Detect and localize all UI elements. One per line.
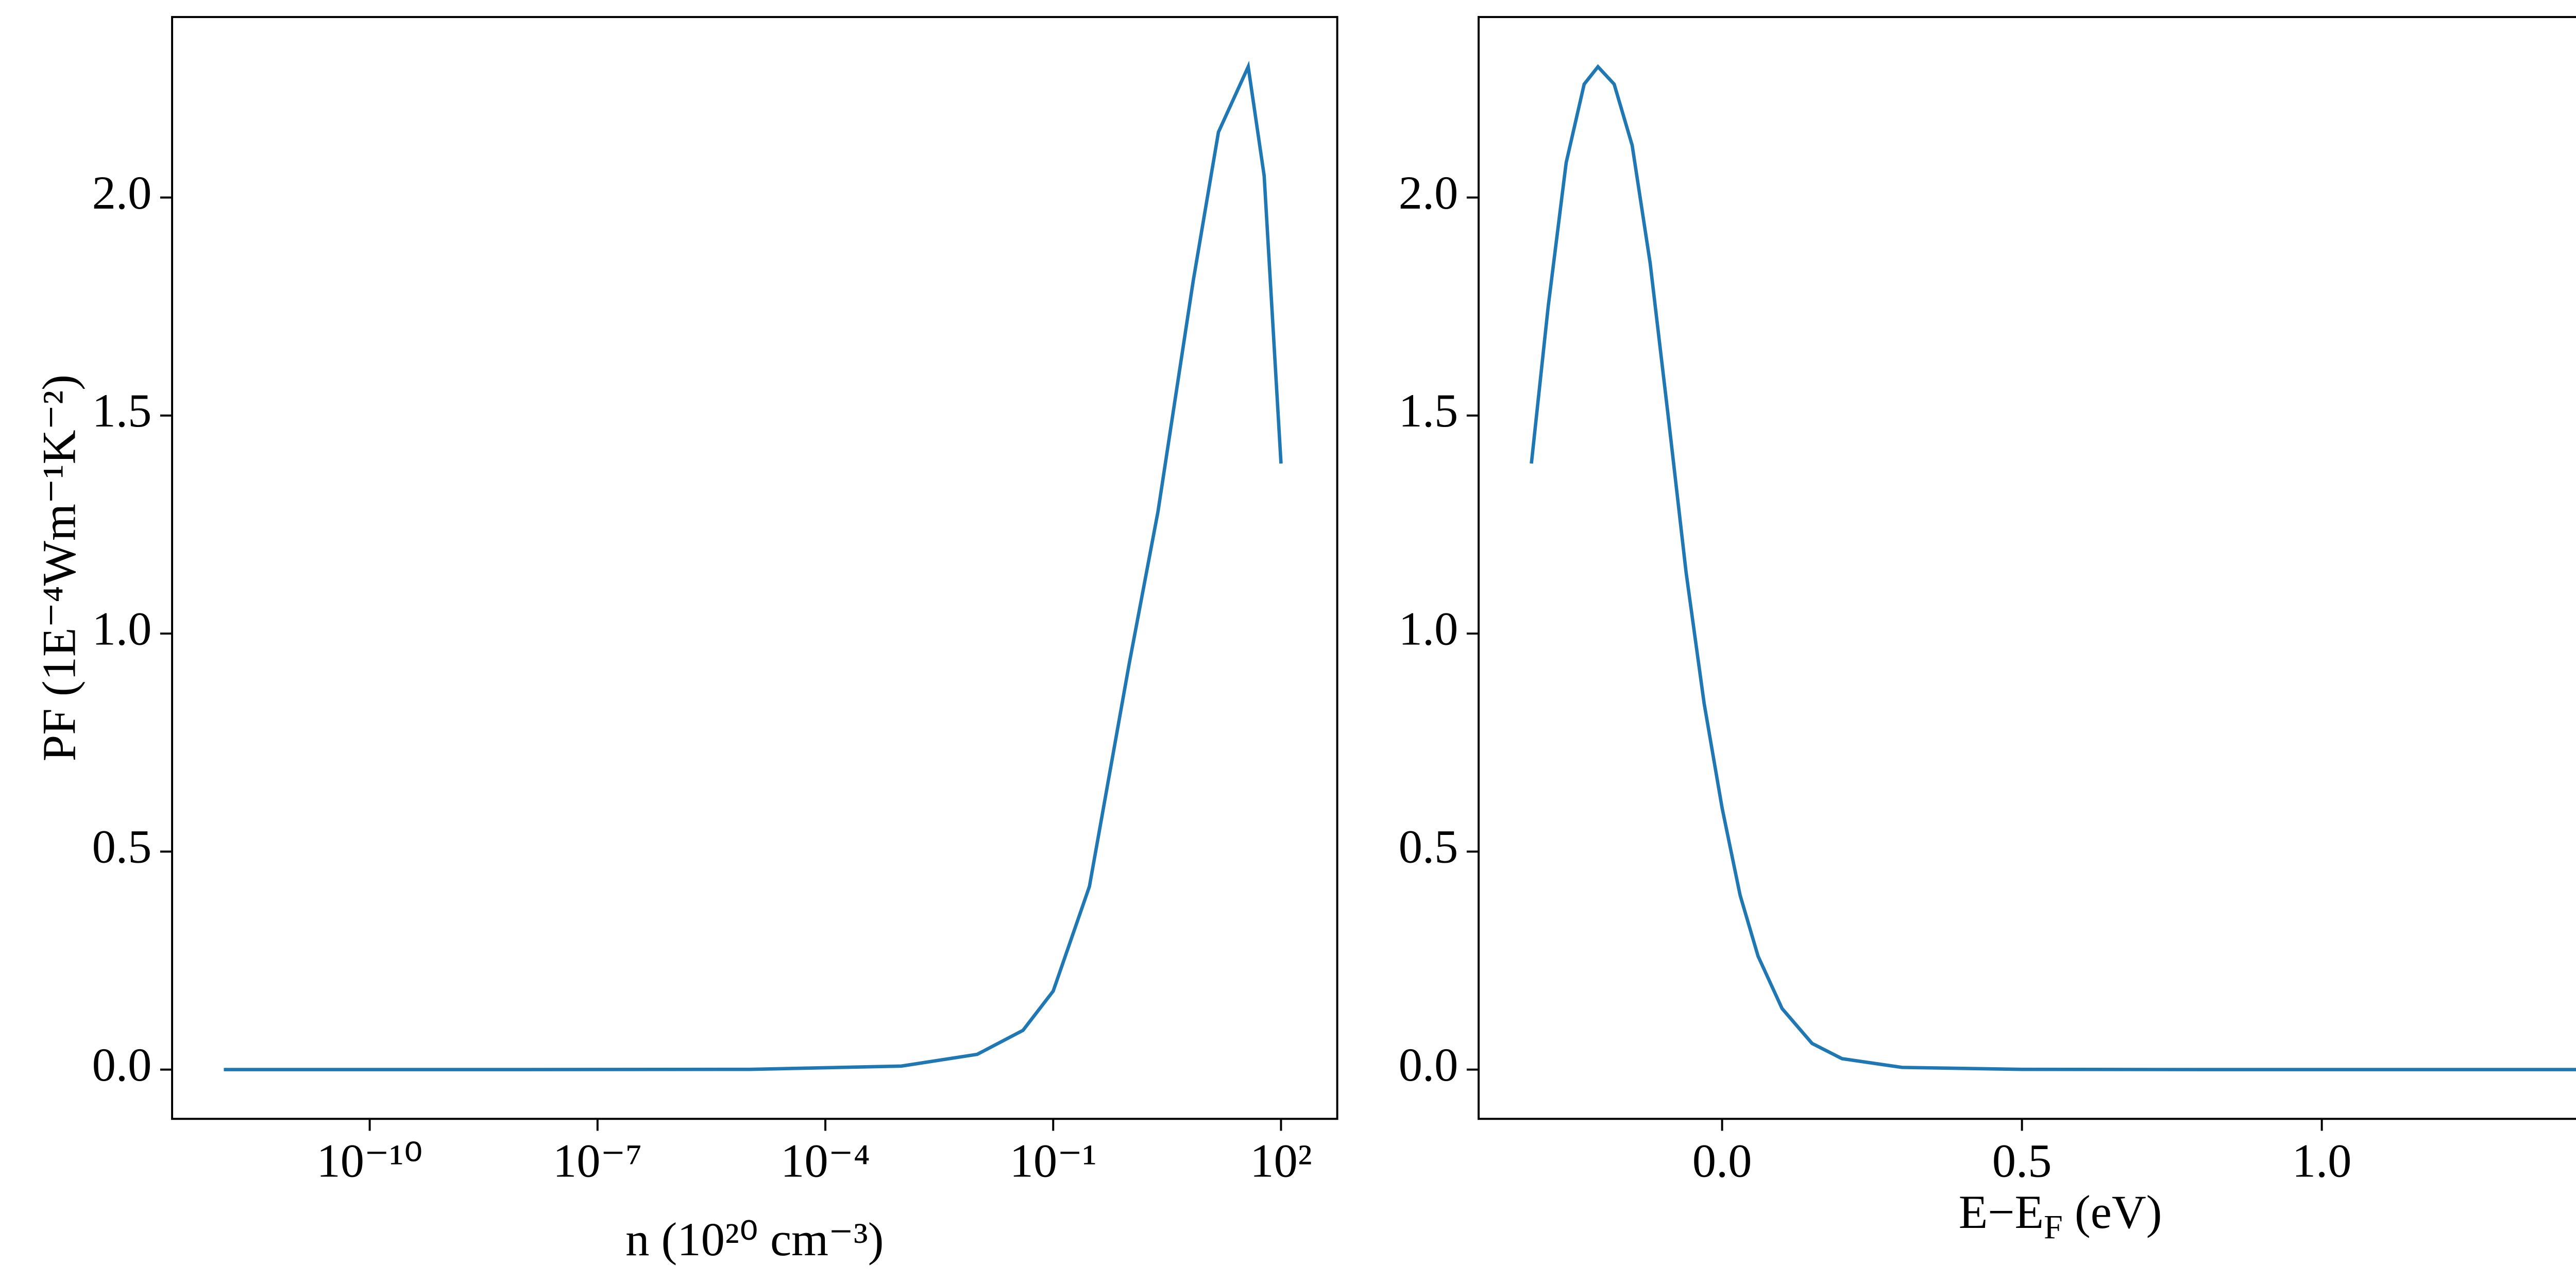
y-tick-label: 0.0: [92, 1039, 152, 1091]
x-axis-label-part: F: [2044, 1208, 2063, 1246]
data-line: [224, 60, 1283, 1071]
y-tick-label: 1.0: [92, 603, 152, 655]
y-tick-label: 2.0: [92, 167, 152, 219]
x-tick-label: 10⁻¹: [1010, 1135, 1097, 1188]
y-tick-label: 1.5: [1399, 385, 1459, 437]
y-tick-label: 0.5: [1399, 821, 1459, 874]
y-tick-label: 1.5: [92, 385, 152, 437]
plot-frame: [1478, 16, 2576, 1120]
x-tick-label: 10⁻¹⁰: [316, 1135, 422, 1188]
x-tick-label: 1.0: [2292, 1135, 2352, 1188]
y-tick-label: 0.0: [1399, 1039, 1459, 1091]
data-line: [1530, 64, 2576, 1071]
plot-frame: [171, 16, 1338, 1120]
x-tick-label: 10⁻⁴: [781, 1135, 870, 1188]
x-axis-label-part: (eV): [2063, 1186, 2162, 1239]
x-axis-label-part: E−E: [1959, 1186, 2044, 1239]
x-tick-label: 10²: [1250, 1135, 1312, 1188]
y-tick-label: 2.0: [1399, 167, 1459, 219]
y-tick-label: 0.5: [92, 821, 152, 874]
x-tick-label: 10⁻⁷: [553, 1135, 642, 1188]
x-tick-label: 0.0: [1692, 1135, 1752, 1188]
axes: 0.0 0.5 1.0 1.5 2.0 10⁻¹⁰ 10⁻⁷ 10⁻⁴ 10⁻¹ 10² n (10…: [33, 16, 1338, 1266]
y-tick-label: 1.0: [1399, 603, 1459, 655]
y-axis-label: PF (1E⁻⁴Wm⁻¹K⁻²): [33, 374, 86, 761]
axes: 0.00.51.01.52.00.00.51.01.5E−EF (eV): [1399, 16, 2576, 1246]
x-tick-label: 0.5: [1992, 1135, 2052, 1188]
x-axis-label: n (10²⁰ cm⁻³): [625, 1213, 884, 1266]
x-axis-label: E−EF (eV): [1959, 1186, 2162, 1246]
